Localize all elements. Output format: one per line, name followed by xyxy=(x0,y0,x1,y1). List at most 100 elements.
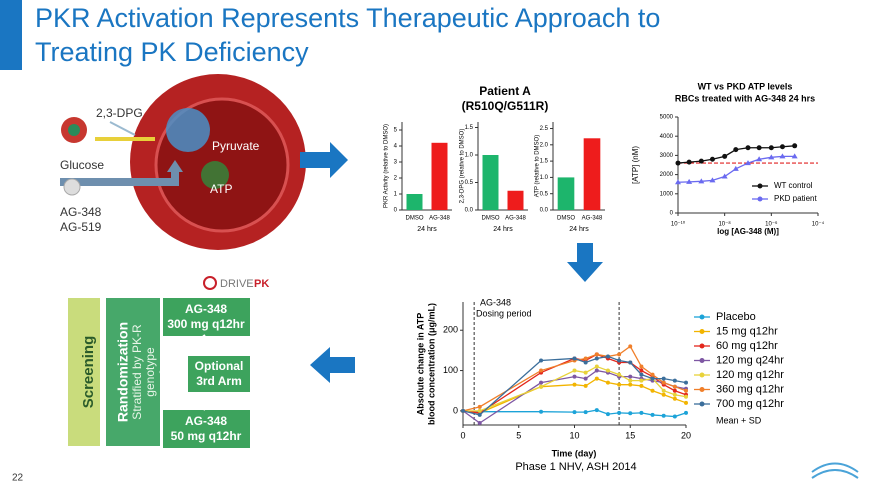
legend-marker xyxy=(699,372,705,378)
marker xyxy=(650,376,655,381)
marker xyxy=(650,412,655,417)
label: Screening xyxy=(80,336,97,409)
marker xyxy=(572,356,577,361)
legend-label: 120 mg q24hr xyxy=(716,354,784,366)
legend-marker xyxy=(699,343,705,349)
marker xyxy=(617,382,622,387)
marker xyxy=(698,158,704,164)
y-tick-label: 2.5 xyxy=(540,126,549,132)
marker xyxy=(675,179,681,185)
marker xyxy=(672,392,677,397)
legend-marker xyxy=(757,196,763,202)
marker xyxy=(628,378,633,383)
marker xyxy=(639,368,644,373)
arrow xyxy=(300,142,348,178)
marker xyxy=(628,411,633,416)
marker xyxy=(779,144,785,150)
label: Stratified by PK-R xyxy=(130,324,144,420)
x-tick-label: AG-348 xyxy=(505,216,526,222)
legend-marker xyxy=(699,314,705,320)
logo: PK xyxy=(254,278,269,290)
marker xyxy=(672,388,677,393)
marker xyxy=(539,384,544,389)
marker xyxy=(583,370,588,375)
label: Randomization xyxy=(115,322,131,422)
marker xyxy=(639,372,644,377)
y-axis-label: Absolute change in ATP xyxy=(415,313,425,416)
legend-label: Placebo xyxy=(716,311,756,323)
marker xyxy=(583,360,588,365)
x-tick-label: 10⁻⁸ xyxy=(718,221,731,228)
label: ATP xyxy=(210,182,232,196)
x-tick-label: 10⁻⁴ xyxy=(812,221,825,228)
label: 3rd Arm xyxy=(196,374,242,388)
marker xyxy=(572,382,577,387)
y-tick-label: 1.5 xyxy=(465,125,474,131)
logo xyxy=(811,462,859,479)
y-tick-label: 1000 xyxy=(660,191,674,197)
marker xyxy=(477,420,482,425)
y-tick-label: 100 xyxy=(443,365,458,375)
y-tick-label: 3 xyxy=(394,160,398,166)
marker xyxy=(605,380,610,385)
legend-label: 360 mg q12hr xyxy=(716,383,784,395)
marker xyxy=(686,178,693,184)
y-tick-label: 0.0 xyxy=(465,208,474,214)
marker xyxy=(672,396,677,401)
bar xyxy=(507,190,524,210)
legend-label: 15 mg q12hr xyxy=(716,325,778,337)
marker xyxy=(628,382,633,387)
y-tick-label: 3000 xyxy=(660,153,674,159)
marker xyxy=(572,374,577,379)
y-axis-label: [ATP] (nM) xyxy=(631,146,640,184)
marker xyxy=(583,356,588,361)
marker xyxy=(661,388,666,393)
y-tick-label: 0.5 xyxy=(540,191,549,197)
x-tick-label: 10 xyxy=(569,430,579,440)
marker xyxy=(477,408,482,413)
marker xyxy=(661,380,666,385)
y-tick-label: 5000 xyxy=(660,115,674,121)
y-tick-label: 4 xyxy=(394,144,398,150)
marker xyxy=(722,153,728,159)
label: 2,3-DPG xyxy=(96,106,143,120)
marker xyxy=(583,376,588,381)
marker xyxy=(768,145,774,151)
bar xyxy=(406,194,423,210)
marker xyxy=(661,376,666,381)
marker xyxy=(605,412,610,417)
marker xyxy=(756,145,762,151)
title: Treating PK Deficiency xyxy=(35,37,309,67)
marker xyxy=(721,173,728,179)
marker xyxy=(792,143,798,149)
legend-label: 700 mg q12hr xyxy=(716,398,784,410)
marker xyxy=(605,354,610,359)
legend-marker xyxy=(699,329,705,334)
title-bar xyxy=(0,0,22,70)
y-tick-label: 200 xyxy=(443,325,458,335)
marker xyxy=(617,358,622,363)
series-line xyxy=(463,365,687,412)
marker xyxy=(583,410,588,415)
label: Optional xyxy=(195,359,244,373)
y-tick-label: 1.0 xyxy=(465,153,474,159)
bar xyxy=(482,155,499,210)
marker xyxy=(539,368,544,373)
legend-label: WT control xyxy=(774,181,813,190)
title: PKR Activation Represents Therapeutic Ap… xyxy=(35,3,660,33)
legend-label: 120 mg q12hr xyxy=(716,369,784,381)
label: Pyruvate xyxy=(212,139,260,153)
bar xyxy=(583,138,601,210)
x-axis-label: 24 hrs xyxy=(417,226,437,233)
chart-title: Patient A xyxy=(479,84,531,98)
label: genotype xyxy=(143,347,157,397)
marker xyxy=(628,344,633,349)
x-tick-label: AG-348 xyxy=(582,216,603,222)
y-tick-label: 1 xyxy=(394,192,398,198)
marker xyxy=(639,364,644,369)
marker xyxy=(605,368,610,373)
marker xyxy=(686,159,692,165)
x-axis-label: 24 hrs xyxy=(569,226,589,233)
marker xyxy=(461,408,465,413)
